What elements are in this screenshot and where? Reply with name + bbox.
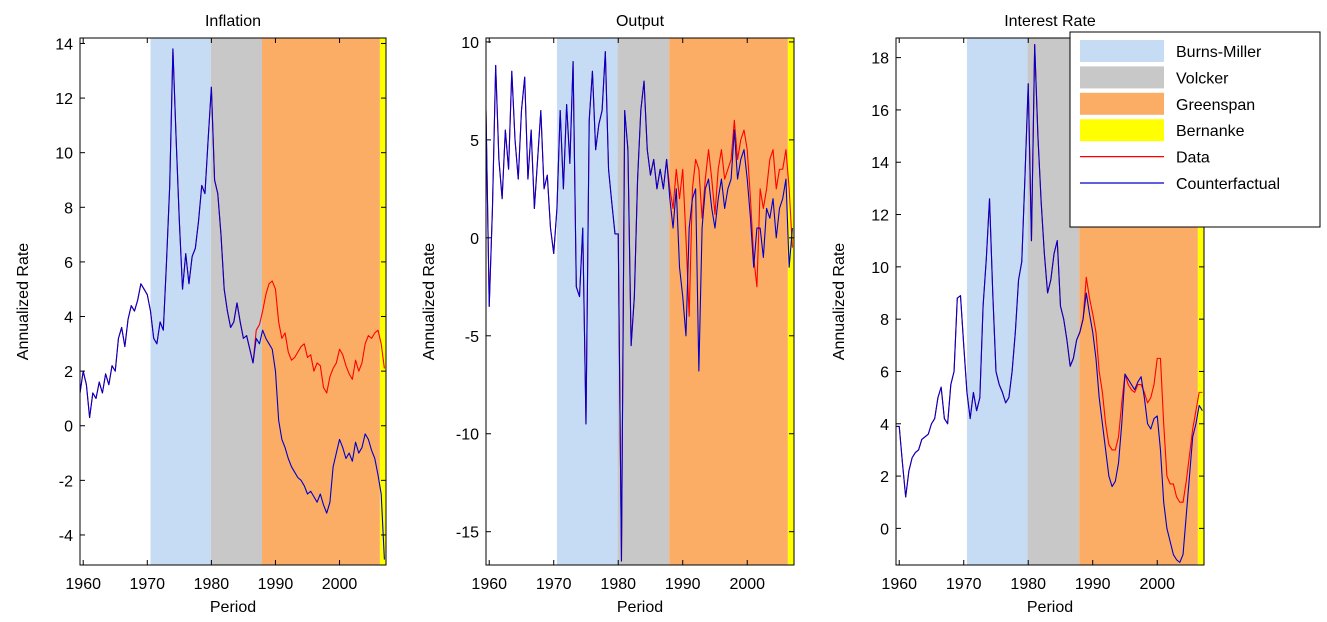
- series-lines: [80, 48, 385, 560]
- y-tick-label: 14: [871, 155, 889, 172]
- x-tick-label: 1980: [194, 576, 230, 593]
- subplot-inflation: -4 -2 0 2 4 6 8 10 12 14 1960 1970 1980 1990 2000 Infla…: [15, 13, 387, 616]
- y-axis-label: Annualized Rate: [421, 243, 438, 361]
- legend-label: Burns-Miller: [1176, 44, 1262, 61]
- regime-bands: [150, 38, 386, 565]
- regime-band-burns-miller: [966, 38, 1028, 565]
- x-tick-label: 1960: [881, 576, 917, 593]
- chart-title: Inflation: [205, 13, 261, 30]
- regime-band-volcker: [210, 38, 262, 565]
- x-tick-label: 2000: [729, 576, 765, 593]
- y-tick-label: 10: [871, 260, 889, 277]
- y-tick-label: -4: [59, 528, 73, 545]
- legend-label: Data: [1176, 150, 1210, 167]
- x-tick-label: 2000: [322, 576, 358, 593]
- y-tick-label: 10: [55, 146, 73, 163]
- axes-frame: [485, 37, 795, 566]
- x-tick-label: 1970: [946, 576, 982, 593]
- series-line-counterfactual: [80, 48, 385, 560]
- y-tick-label: -5: [465, 329, 479, 346]
- y-tick-label: -10: [456, 427, 479, 444]
- legend-swatch-bernanke: [1080, 119, 1164, 142]
- legend-item-counterfactual: Counterfactual: [1080, 176, 1280, 193]
- x-axis-label: Period: [210, 599, 256, 616]
- y-tick-label: 0: [470, 231, 479, 248]
- chart-title: Interest Rate: [1004, 13, 1096, 30]
- legend-swatch-greenspan: [1080, 92, 1164, 115]
- y-axis-label: Annualized Rate: [831, 243, 848, 361]
- y-axis-label: Annualized Rate: [15, 243, 32, 361]
- y-tick-label: 10: [461, 35, 479, 52]
- y-tick-label: 4: [64, 310, 73, 327]
- legend-label: Volcker: [1176, 70, 1229, 87]
- y-tick-label: 16: [871, 103, 889, 120]
- y-tick-label: 6: [64, 255, 73, 272]
- x-tick-label: 1960: [471, 576, 507, 593]
- y-tick-label: 0: [880, 521, 889, 538]
- legend: Burns-Miller Volcker Greenspan Bernanke Data…: [1069, 31, 1321, 228]
- legend-item-burns-miller: Burns-Miller: [1080, 40, 1262, 62]
- y-tick-label: 18: [871, 51, 889, 68]
- legend-swatch-burns-miller: [1080, 40, 1164, 62]
- y-tick-label: 6: [880, 364, 889, 381]
- y-tick-label: -15: [456, 525, 479, 542]
- legend-swatch-volcker: [1080, 66, 1164, 89]
- y-tick-label: 2: [880, 469, 889, 486]
- legend-item-bernanke: Bernanke: [1080, 119, 1245, 142]
- regime-band-bernanke: [379, 38, 386, 565]
- x-axis-label: Period: [617, 599, 663, 616]
- series-line-counterfactual: [896, 43, 1203, 563]
- y-tick-label: 12: [55, 91, 73, 108]
- x-tick-label: 1960: [65, 576, 101, 593]
- y-tick-label: 2: [64, 364, 73, 381]
- y-tick-label: 8: [880, 312, 889, 329]
- y-tick-label: 5: [470, 133, 479, 150]
- legend-label: Bernanke: [1176, 123, 1245, 140]
- subplot-output: -15 -10 -5 0 5 10 1960 1970 1980 1990 2000 Output Pe…: [421, 13, 795, 616]
- regime-bands: [556, 38, 794, 565]
- legend-label: Greenspan: [1176, 97, 1255, 114]
- series-line-counterfactual: [486, 51, 793, 562]
- x-tick-label: 1970: [129, 576, 165, 593]
- legend-item-greenspan: Greenspan: [1080, 92, 1255, 115]
- y-tick-label: -2: [59, 473, 73, 490]
- x-tick-label: 1990: [665, 576, 701, 593]
- x-tick-label: 1980: [600, 576, 636, 593]
- legend-item-volcker: Volcker: [1080, 66, 1229, 89]
- axes-frame: [79, 37, 387, 566]
- y-tick-label: 4: [880, 417, 889, 434]
- x-tick-label: 1970: [536, 576, 572, 593]
- regime-band-bernanke: [787, 38, 794, 565]
- x-tick-label: 1980: [1010, 576, 1046, 593]
- series-lines: [486, 51, 793, 562]
- y-tick-label: 0: [64, 419, 73, 436]
- chart-title: Output: [616, 13, 665, 30]
- x-tick-label: 1990: [1075, 576, 1111, 593]
- x-tick-label: 1990: [258, 576, 294, 593]
- y-tick-label: 12: [871, 208, 889, 225]
- regime-band-burns-miller: [150, 38, 211, 565]
- x-tick-label: 2000: [1139, 576, 1175, 593]
- legend-label: Counterfactual: [1176, 176, 1280, 193]
- axes-frame: [895, 37, 1205, 566]
- y-tick-label: 8: [64, 200, 73, 217]
- y-tick-label: 14: [55, 36, 73, 53]
- regime-band-greenspan: [261, 38, 380, 565]
- legend-item-data: Data: [1080, 150, 1210, 167]
- x-axis-label: Period: [1027, 599, 1073, 616]
- regime-band-bernanke: [1197, 38, 1204, 565]
- series-lines: [896, 43, 1203, 563]
